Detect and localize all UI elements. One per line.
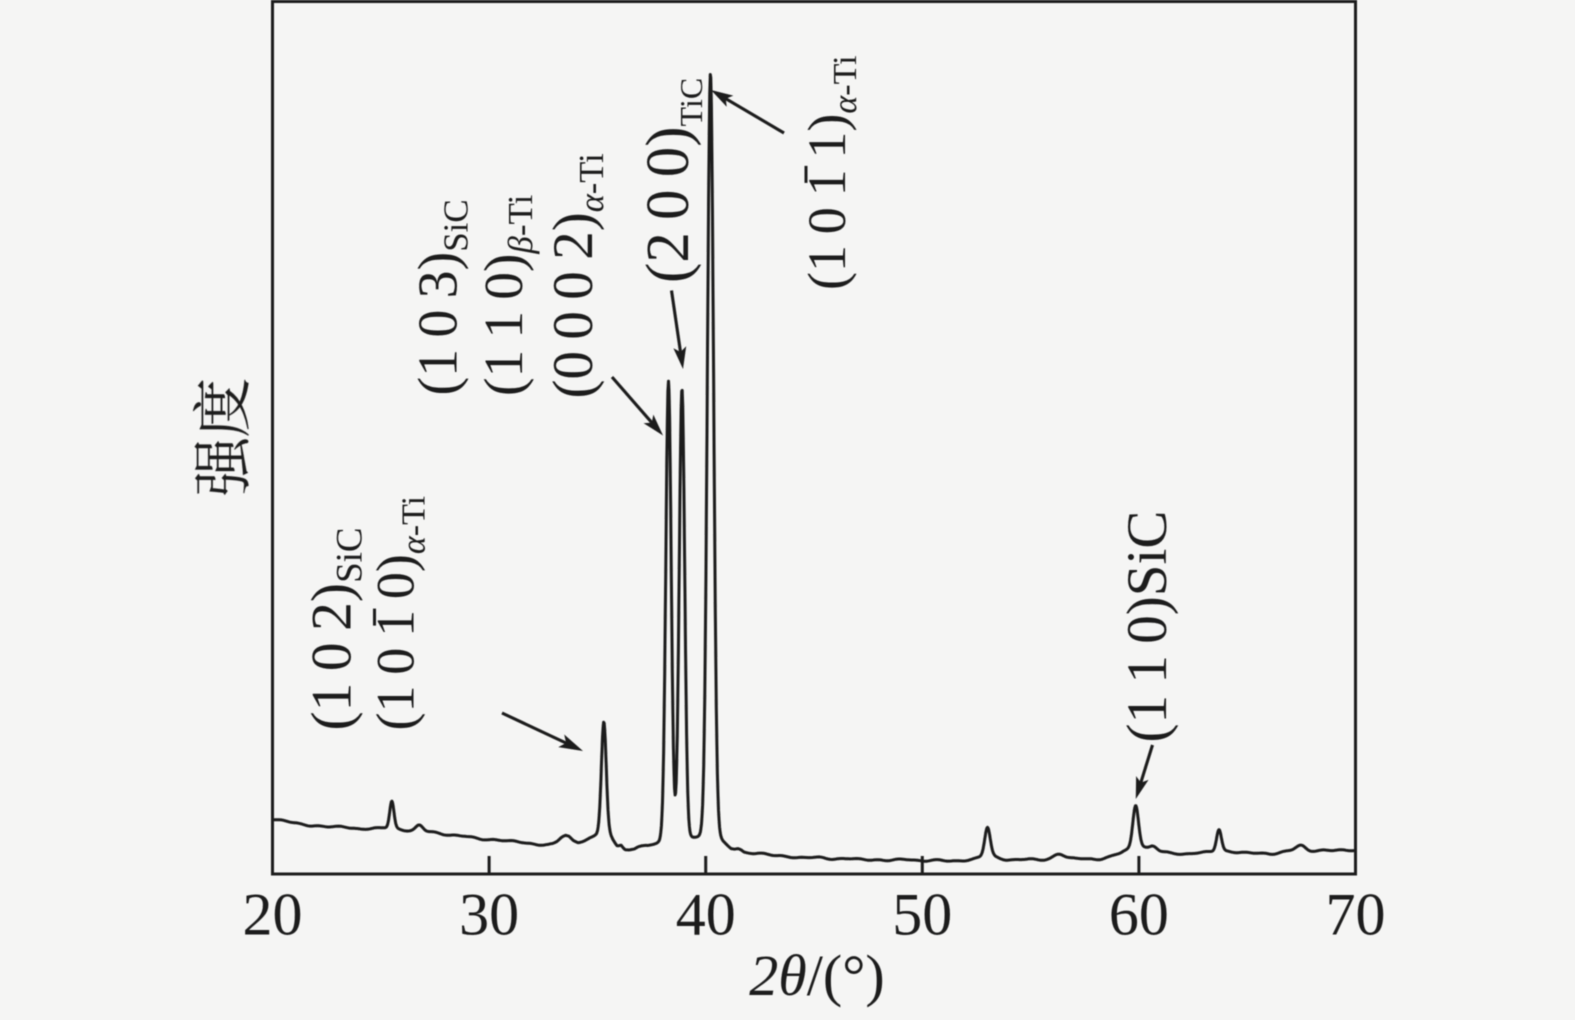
svg-text:30: 30	[459, 882, 519, 948]
svg-text:70: 70	[1326, 882, 1386, 948]
svg-text:(1 1 0)SiC: (1 1 0)SiC	[1116, 511, 1179, 743]
svg-text:20: 20	[243, 882, 303, 948]
svg-text:50: 50	[892, 882, 952, 948]
svg-text:60: 60	[1109, 882, 1169, 948]
svg-text:40: 40	[676, 882, 736, 948]
svg-text:(0 0 0 2)α-Ti: (0 0 0 2)α-Ti	[542, 153, 611, 398]
svg-text:(1 0 1 1)α-Ti: (1 0 1 1)α-Ti	[797, 55, 864, 290]
svg-text:2θ/(°): 2θ/(°)	[749, 943, 884, 1008]
